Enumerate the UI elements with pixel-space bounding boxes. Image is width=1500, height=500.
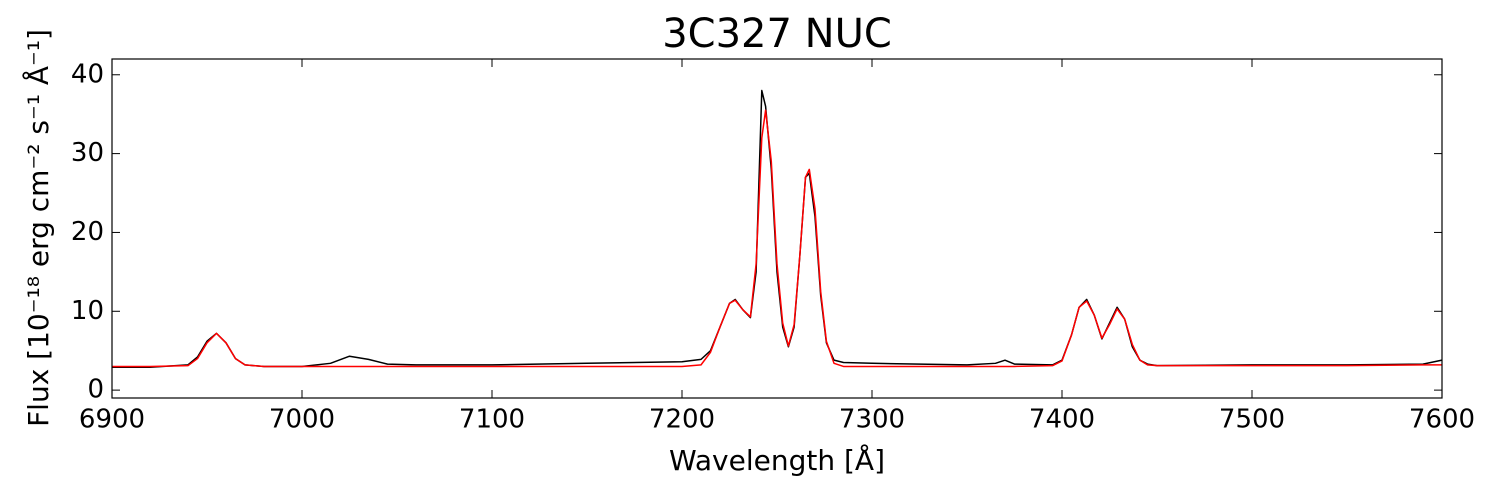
y-tick-label: 20 <box>71 217 104 247</box>
x-axis-label: Wavelength [Å] <box>669 443 885 477</box>
x-tick-label: 7300 <box>839 405 905 435</box>
x-tick-label: 7500 <box>1219 405 1285 435</box>
x-tick-label: 7100 <box>459 405 525 435</box>
x-tick-label: 7400 <box>1029 405 1095 435</box>
plot-frame <box>111 58 1443 399</box>
y-tick-label: 40 <box>71 59 104 89</box>
series-line <box>112 109 1442 368</box>
y-tick-label: 30 <box>71 138 104 168</box>
x-tick-label: 7600 <box>1409 405 1475 435</box>
chart-title: 3C327 NUC <box>662 11 892 57</box>
x-tick-label: 7000 <box>269 405 335 435</box>
x-tick-label: 6900 <box>79 405 145 435</box>
x-tick-label: 7200 <box>649 405 715 435</box>
y-tick-label: 10 <box>71 296 104 326</box>
y-tick-label: 0 <box>87 375 104 405</box>
y-axis-label: Flux [10⁻¹⁸ erg cm⁻² s⁻¹ Å⁻¹] <box>21 29 55 427</box>
series-line <box>112 89 1443 369</box>
